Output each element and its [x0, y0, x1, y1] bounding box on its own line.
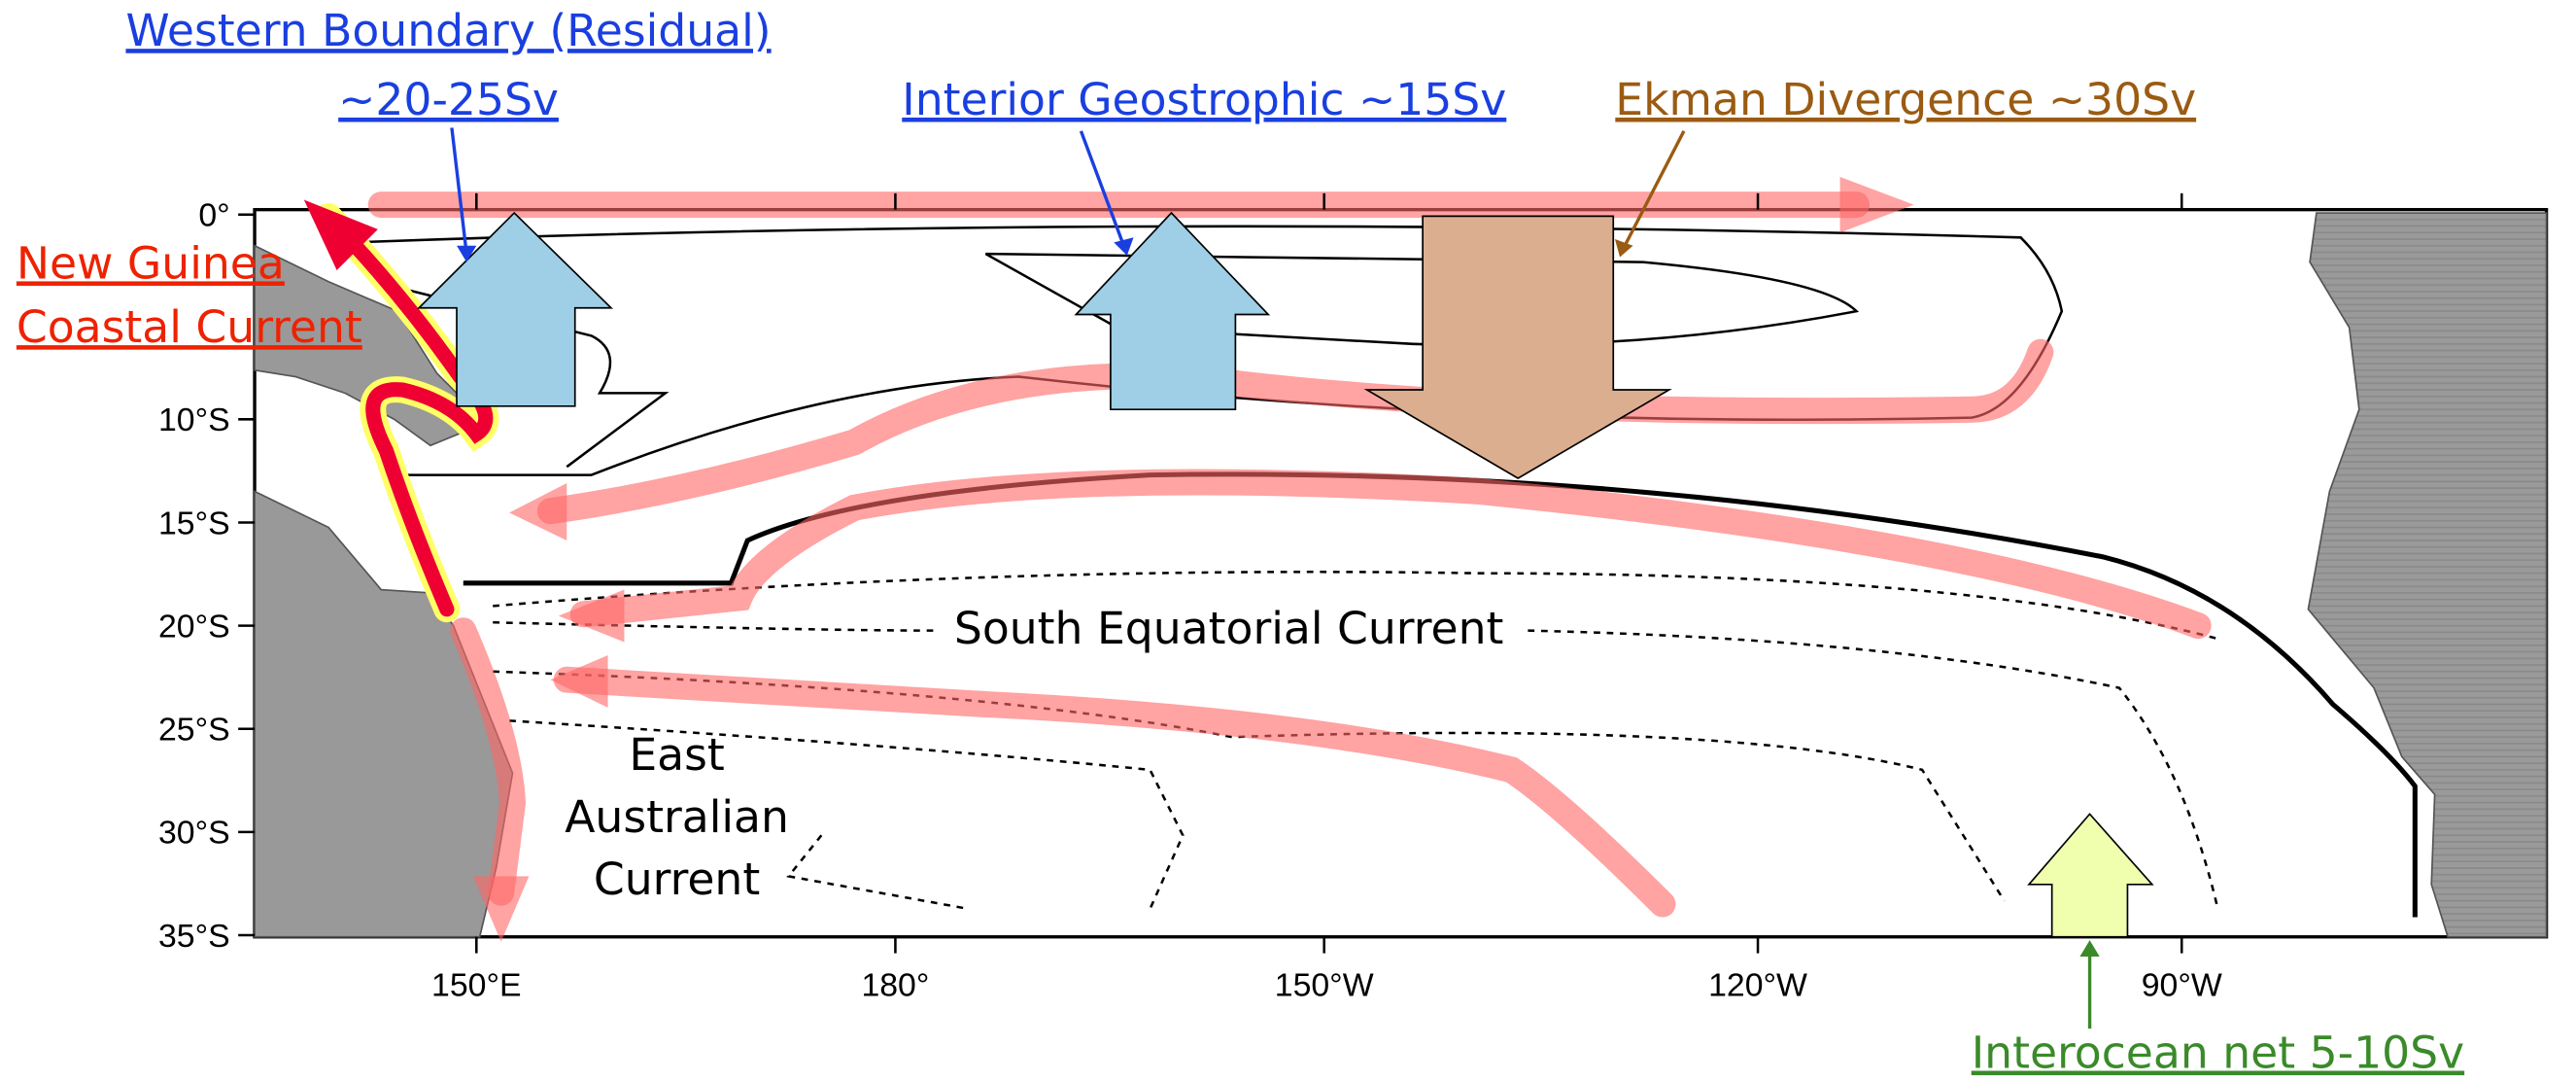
annotation: ~20-25Sv — [338, 74, 559, 125]
lon-label: 150°E — [431, 966, 521, 1003]
annotation: Coastal Current — [17, 301, 362, 353]
annotation: Western Boundary (Residual) — [125, 5, 771, 56]
annotation: Ekman Divergence ~30Sv — [1615, 74, 2196, 125]
lat-label: 0° — [198, 197, 229, 234]
map-figure: Western Boundary (Residual) ~20-25Sv Int… — [0, 0, 2576, 1081]
lat-label: 20°S — [158, 608, 230, 645]
lat-label: 30°S — [158, 815, 230, 852]
lat-label: 25°S — [158, 712, 230, 749]
page: { "annotations": { "western_boundary_lin… — [0, 0, 2576, 1081]
map-label: Current — [594, 854, 760, 905]
annotation: Interior Geostrophic ~15Sv — [902, 74, 1506, 125]
lat-label: 15°S — [158, 505, 230, 541]
lon-label: 180° — [861, 966, 929, 1003]
annotation: Interocean net 5-10Sv — [1972, 1028, 2464, 1079]
lon-label: 90°W — [2142, 966, 2222, 1003]
lon-label: 120°W — [1708, 966, 1807, 1003]
map-label: South Equatorial Current — [954, 603, 1504, 654]
lat-label: 10°S — [158, 401, 230, 438]
leader-head — [2079, 940, 2099, 957]
annotation: New Guinea — [17, 237, 285, 289]
lat-label: 35°S — [158, 918, 230, 955]
map-label: Australian — [565, 791, 789, 843]
lon-label: 150°W — [1275, 966, 1374, 1003]
lon-labels: 150°E 180° 150°W 120°W 90°W — [431, 966, 2222, 1003]
map-label: East — [629, 729, 724, 781]
